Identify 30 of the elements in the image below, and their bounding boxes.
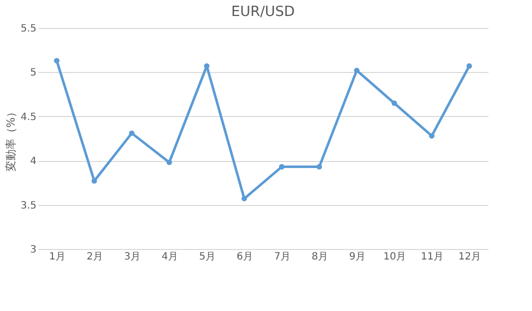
point: [242, 196, 247, 202]
x-tick-label: 9月: [349, 252, 366, 262]
y-tick-label: 4: [30, 156, 36, 168]
y-tick-label: 3.5: [20, 200, 36, 212]
y-tick-label: 5: [30, 68, 36, 79]
x-tick-label: 7月: [274, 252, 290, 262]
x-tick-label: 10月: [383, 252, 406, 262]
x-tick-label: 3月: [124, 252, 140, 262]
point: [279, 164, 284, 170]
point: [129, 130, 134, 136]
x-tick-label: 8月: [312, 252, 328, 262]
point: [354, 68, 360, 74]
x-tick-label: 4月: [162, 252, 178, 262]
x-tick-label: 6月: [236, 252, 253, 262]
point: [54, 58, 60, 64]
point: [392, 100, 397, 106]
chart-title: EUR/USD: [231, 4, 295, 20]
point: [316, 164, 322, 170]
y-tick-label: 3: [30, 244, 36, 256]
x-tick-label: 1月: [49, 252, 66, 262]
x-tick-label: 2月: [86, 252, 103, 262]
x-tick-label: 11月: [420, 252, 444, 262]
y-tick-label: 4.5: [20, 112, 36, 123]
point: [166, 160, 172, 166]
point: [429, 133, 434, 139]
x-tick-label: 5月: [199, 252, 216, 262]
y-tick-label: 5.5: [20, 24, 36, 34]
y-axis-title: 変動率（%）: [4, 106, 18, 172]
point: [466, 63, 472, 69]
x-tick-label: 12月: [458, 252, 482, 262]
